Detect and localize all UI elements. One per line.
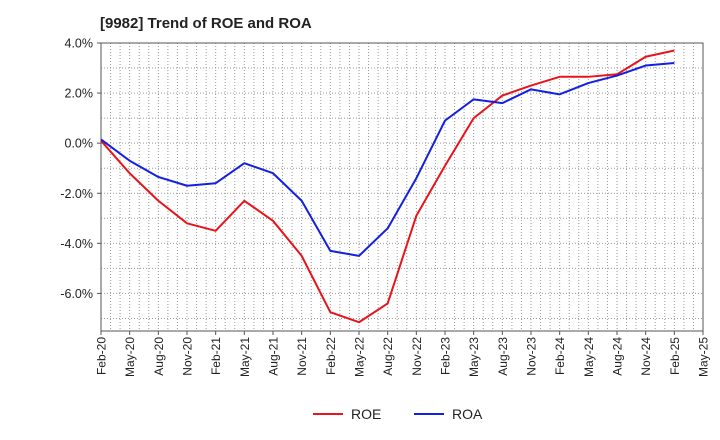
y-tick-label: -6.0% — [60, 287, 93, 301]
legend-label-roe: ROE — [351, 406, 381, 422]
x-tick-label: Nov-22 — [410, 337, 424, 376]
series-line-roa — [100, 62, 675, 257]
chart-title: [9982] Trend of ROE and ROA — [100, 15, 312, 32]
y-tick-label: 0.0% — [65, 137, 94, 151]
x-tick-label: Nov-21 — [295, 337, 309, 376]
series-layer — [100, 49, 675, 324]
series-line-roe — [100, 49, 675, 324]
x-tick-label: Feb-23 — [439, 337, 453, 375]
plot-area-border — [100, 42, 704, 332]
x-tick-label: Feb-21 — [209, 337, 223, 375]
y-tick-label: 4.0% — [65, 37, 94, 51]
x-tick-label: May-24 — [582, 337, 596, 377]
x-tick-label: Feb-25 — [668, 337, 682, 375]
grid-layer — [100, 42, 704, 331]
legend-label-roa: ROA — [452, 406, 483, 422]
legend: ROE ROA — [313, 406, 483, 422]
x-tick-label: Feb-24 — [553, 337, 567, 375]
x-tick-label: May-23 — [467, 337, 481, 377]
x-tick-label: Nov-23 — [525, 337, 539, 376]
x-tick-label: Aug-20 — [152, 337, 166, 376]
x-tick-label: Aug-21 — [267, 337, 281, 376]
x-tick-label: Aug-23 — [496, 337, 510, 376]
x-tick-label: May-25 — [697, 337, 711, 377]
x-tick-label: Aug-24 — [611, 337, 625, 376]
x-tick-label: May-22 — [353, 337, 367, 377]
x-tick-label: May-20 — [123, 337, 137, 377]
y-tick-label: -4.0% — [60, 237, 93, 251]
x-tick-label: Feb-20 — [95, 337, 109, 375]
y-tick-label: -2.0% — [60, 187, 93, 201]
labels-layer: 4.0% 2.0% 0.0% -2.0% -4.0% -6.0% Feb-20 May-20 A… — [60, 37, 710, 378]
axes-layer — [97, 42, 704, 335]
x-tick-label: Feb-22 — [324, 337, 338, 375]
x-tick-label: Nov-24 — [639, 337, 653, 376]
x-tick-label: Nov-20 — [181, 337, 195, 376]
x-tick-label: May-21 — [238, 337, 252, 377]
y-tick-label: 2.0% — [65, 87, 94, 101]
x-tick-label: Aug-22 — [381, 337, 395, 376]
